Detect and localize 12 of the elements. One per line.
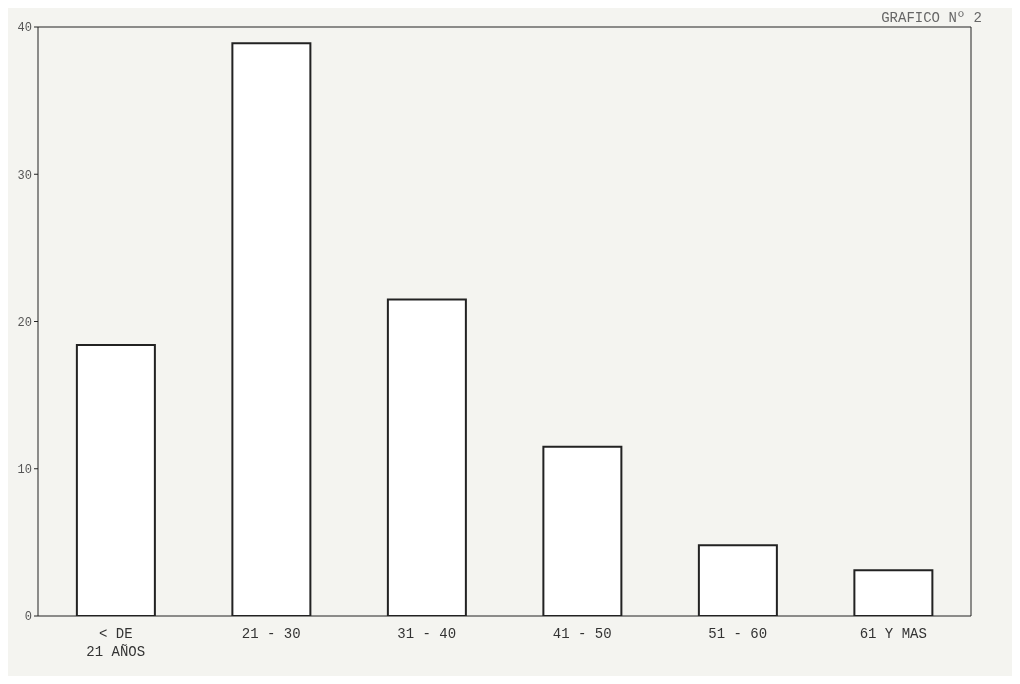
- y-tick-label: 30: [17, 168, 32, 183]
- x-tick-label: 31 - 40: [397, 626, 457, 642]
- y-tick-label: 20: [17, 315, 32, 330]
- x-tick-label: 61 Y MAS: [859, 626, 927, 642]
- y-tick-label: 40: [17, 21, 32, 36]
- x-tick-label: 21 - 30: [241, 626, 301, 642]
- x-tick-label: 51 - 60: [708, 626, 768, 642]
- y-tick-label: 0: [24, 610, 32, 625]
- x-tick-label: < DE 21 AÑOS: [86, 626, 146, 660]
- y-tick-label: 10: [17, 463, 32, 478]
- chart-title: GRAFICO Nº 2: [881, 10, 982, 26]
- x-tick-label: 41 - 50: [552, 626, 612, 642]
